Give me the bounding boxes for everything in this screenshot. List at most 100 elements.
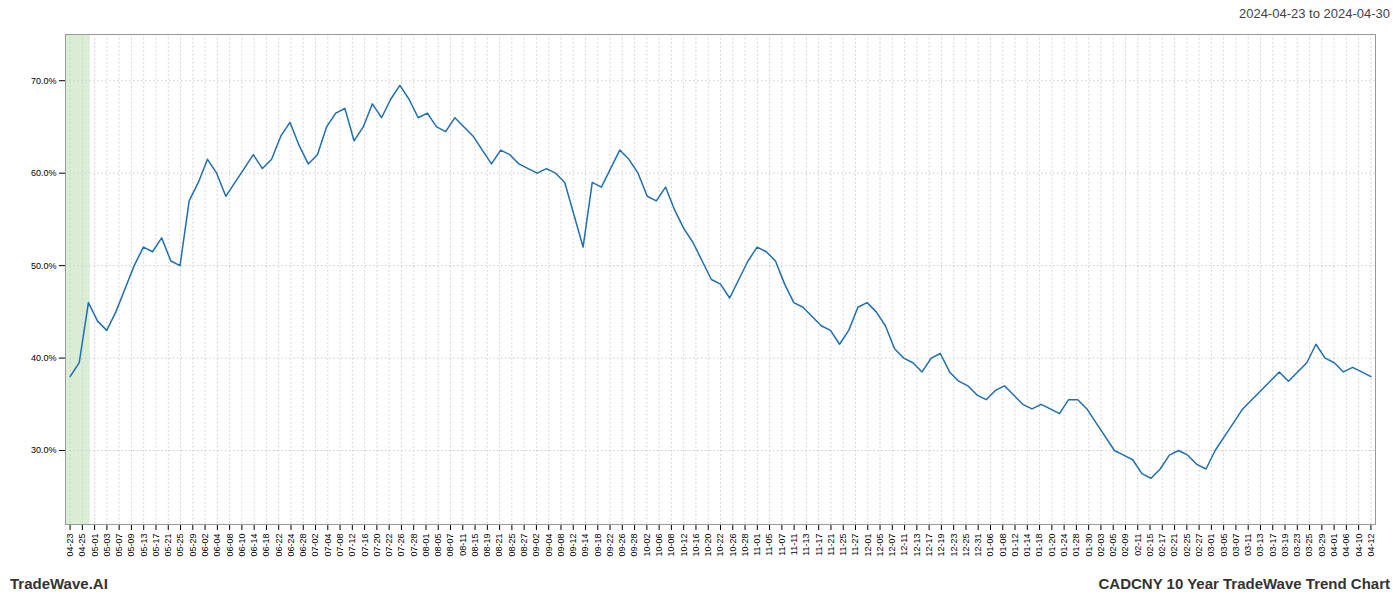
- svg-text:07-16: 07-16: [359, 534, 369, 557]
- svg-text:08-11: 08-11: [458, 534, 468, 556]
- svg-text:12-17: 12-17: [924, 534, 934, 557]
- svg-text:10-16: 10-16: [691, 534, 701, 557]
- svg-text:60.0%: 60.0%: [31, 168, 57, 178]
- svg-text:11-25: 11-25: [838, 534, 848, 556]
- svg-text:03-13: 03-13: [1255, 534, 1265, 557]
- svg-text:10-22: 10-22: [715, 534, 725, 557]
- svg-text:09-08: 09-08: [556, 534, 566, 557]
- svg-text:06-14: 06-14: [249, 534, 259, 557]
- svg-text:07-02: 07-02: [310, 534, 320, 557]
- svg-text:05-29: 05-29: [188, 534, 198, 557]
- svg-text:09-18: 09-18: [593, 534, 603, 557]
- svg-text:01-30: 01-30: [1084, 534, 1094, 557]
- svg-text:07-04: 07-04: [323, 534, 333, 557]
- svg-text:05-21: 05-21: [163, 534, 173, 557]
- svg-text:03-17: 03-17: [1268, 534, 1278, 557]
- svg-text:06-08: 06-08: [224, 534, 234, 557]
- svg-text:03-29: 03-29: [1317, 534, 1327, 557]
- svg-text:08-19: 08-19: [482, 534, 492, 557]
- svg-text:01-08: 01-08: [998, 534, 1008, 557]
- svg-text:11-27: 11-27: [850, 534, 860, 556]
- svg-text:02-17: 02-17: [1157, 534, 1167, 557]
- svg-text:04-06: 04-06: [1341, 534, 1351, 557]
- svg-text:08-27: 08-27: [519, 534, 529, 557]
- svg-text:10-12: 10-12: [679, 534, 689, 557]
- svg-text:06-04: 06-04: [212, 534, 222, 557]
- svg-text:07-08: 07-08: [335, 534, 345, 557]
- svg-text:05-03: 05-03: [102, 534, 112, 557]
- svg-text:04-23: 04-23: [65, 534, 75, 557]
- svg-text:12-13: 12-13: [912, 534, 922, 557]
- svg-text:40.0%: 40.0%: [31, 353, 57, 363]
- svg-text:02-27: 02-27: [1194, 534, 1204, 557]
- svg-text:11-17: 11-17: [814, 534, 824, 556]
- svg-text:12-25: 12-25: [961, 534, 971, 557]
- svg-text:02-21: 02-21: [1169, 534, 1179, 557]
- svg-text:07-28: 07-28: [409, 534, 419, 557]
- svg-text:07-20: 07-20: [372, 534, 382, 557]
- svg-text:50.0%: 50.0%: [31, 261, 57, 271]
- svg-text:07-12: 07-12: [347, 534, 357, 557]
- svg-text:11-21: 11-21: [826, 534, 836, 556]
- svg-text:06-24: 06-24: [286, 534, 296, 557]
- svg-text:06-02: 06-02: [200, 534, 210, 557]
- svg-text:09-22: 09-22: [605, 534, 615, 557]
- svg-text:02-05: 02-05: [1108, 534, 1118, 557]
- svg-text:01-20: 01-20: [1047, 534, 1057, 557]
- svg-text:03-25: 03-25: [1304, 534, 1314, 557]
- svg-text:01-18: 01-18: [1034, 534, 1044, 557]
- svg-text:01-06: 01-06: [985, 534, 995, 557]
- svg-text:03-01: 03-01: [1206, 534, 1216, 557]
- svg-text:05-25: 05-25: [175, 534, 185, 557]
- svg-text:05-09: 05-09: [126, 534, 136, 557]
- svg-text:02-09: 02-09: [1120, 534, 1130, 557]
- svg-text:09-14: 09-14: [580, 534, 590, 557]
- svg-text:05-17: 05-17: [151, 534, 161, 557]
- svg-text:08-01: 08-01: [421, 534, 431, 557]
- svg-text:09-12: 09-12: [568, 534, 578, 557]
- svg-text:06-28: 06-28: [298, 534, 308, 557]
- svg-text:06-10: 06-10: [237, 534, 247, 557]
- svg-text:10-20: 10-20: [703, 534, 713, 557]
- svg-text:12-07: 12-07: [887, 534, 897, 557]
- svg-text:08-15: 08-15: [470, 534, 480, 557]
- svg-text:05-01: 05-01: [90, 534, 100, 557]
- svg-text:10-08: 10-08: [666, 534, 676, 557]
- svg-text:05-07: 05-07: [114, 534, 124, 557]
- svg-text:04-01: 04-01: [1329, 534, 1339, 557]
- svg-text:10-28: 10-28: [740, 534, 750, 557]
- svg-text:04-25: 04-25: [77, 534, 87, 557]
- svg-text:01-12: 01-12: [1010, 534, 1020, 557]
- svg-text:02-03: 02-03: [1096, 534, 1106, 557]
- svg-text:02-25: 02-25: [1182, 534, 1192, 557]
- svg-text:11-05: 11-05: [764, 534, 774, 556]
- svg-text:08-07: 08-07: [445, 534, 455, 557]
- svg-text:02-11: 02-11: [1133, 534, 1143, 556]
- svg-text:09-28: 09-28: [629, 534, 639, 557]
- svg-text:02-15: 02-15: [1145, 534, 1155, 557]
- svg-text:70.0%: 70.0%: [31, 76, 57, 86]
- svg-text:11-01: 11-01: [752, 534, 762, 556]
- svg-text:07-26: 07-26: [396, 534, 406, 557]
- svg-text:01-24: 01-24: [1059, 534, 1069, 557]
- svg-text:08-25: 08-25: [507, 534, 517, 557]
- svg-text:12-11: 12-11: [899, 534, 909, 556]
- svg-text:03-11: 03-11: [1243, 534, 1253, 556]
- svg-text:04-10: 04-10: [1354, 534, 1364, 557]
- svg-text:06-18: 06-18: [261, 534, 271, 557]
- svg-text:30.0%: 30.0%: [31, 445, 57, 455]
- svg-text:01-14: 01-14: [1022, 534, 1032, 557]
- svg-text:11-07: 11-07: [777, 534, 787, 556]
- svg-text:10-06: 10-06: [654, 534, 664, 557]
- svg-text:09-26: 09-26: [617, 534, 627, 557]
- svg-text:12-01: 12-01: [863, 534, 873, 557]
- svg-text:09-04: 09-04: [544, 534, 554, 557]
- svg-text:03-23: 03-23: [1292, 534, 1302, 557]
- svg-text:11-13: 11-13: [801, 534, 811, 556]
- svg-text:08-21: 08-21: [494, 534, 504, 557]
- svg-text:03-19: 03-19: [1280, 534, 1290, 557]
- svg-text:10-02: 10-02: [642, 534, 652, 557]
- svg-text:12-19: 12-19: [936, 534, 946, 557]
- svg-text:12-23: 12-23: [949, 534, 959, 557]
- svg-text:01-28: 01-28: [1071, 534, 1081, 557]
